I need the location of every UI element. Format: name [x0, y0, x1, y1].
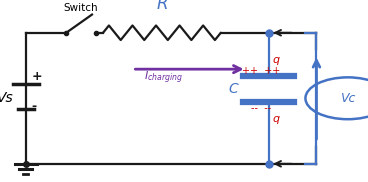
Text: -: - — [31, 100, 36, 113]
Text: --  --: -- -- — [251, 103, 272, 113]
Text: ++  ++: ++ ++ — [242, 66, 280, 76]
Text: Switch: Switch — [64, 3, 98, 13]
Text: +: + — [31, 70, 42, 83]
Text: Vs: Vs — [0, 91, 14, 105]
Text: q: q — [272, 55, 280, 65]
Text: q: q — [272, 114, 280, 124]
Text: Vc: Vc — [340, 92, 355, 105]
Text: C: C — [229, 82, 238, 96]
Text: R: R — [156, 0, 168, 13]
Text: $I_{charging}$: $I_{charging}$ — [144, 70, 183, 86]
